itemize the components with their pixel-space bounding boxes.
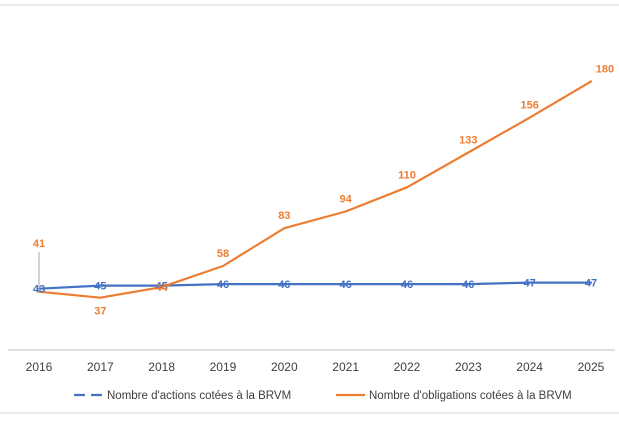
data-label-actions-2017: 45 <box>94 281 106 293</box>
x-tick-label-2023: 2023 <box>455 360 482 374</box>
data-label-actions-2022: 46 <box>401 279 413 291</box>
data-label-obligations-2019: 58 <box>217 248 229 260</box>
x-tick-label-2017: 2017 <box>87 360 114 374</box>
data-label-obligations-2024: 156 <box>520 100 538 112</box>
data-label-actions-2024: 47 <box>524 278 536 290</box>
legend-item-0: Nombre d'actions cotées à la BRVM <box>74 390 291 402</box>
data-label-actions-2025: 47 <box>585 278 597 290</box>
x-tick-label-2024: 2024 <box>516 360 543 374</box>
x-tick-label-2018: 2018 <box>148 360 175 374</box>
data-label-obligations-2016: 41 <box>33 238 45 250</box>
data-label-obligations-2017: 37 <box>94 306 106 318</box>
data-label-actions-2019: 46 <box>217 279 229 291</box>
series-line-1 <box>37 80 593 299</box>
data-label-obligations-2020: 83 <box>278 210 290 222</box>
x-tick-label-2019: 2019 <box>210 360 237 374</box>
x-tick-labels: 2016 2017 2018 2019 2020 2021 2022 2023 2024 2025 <box>26 360 605 374</box>
data-label-actions-2023: 46 <box>462 279 474 291</box>
series-line-0 <box>37 281 593 290</box>
data-label-actions-2020: 46 <box>278 279 290 291</box>
legend: Nombre d'actions cotées à la BRVM Nombre … <box>74 390 572 402</box>
label-layer: 43 45 45 46 46 46 46 46 47 47 41 37 44 58 83 94 110 133 15… <box>33 63 614 317</box>
data-label-actions-2016: 43 <box>33 284 45 296</box>
x-tick-label-2022: 2022 <box>394 360 421 374</box>
x-tick-label-2025: 2025 <box>578 360 605 374</box>
legend-label-0: Nombre d'actions cotées à la BRVM <box>107 390 291 402</box>
data-label-actions-2021: 46 <box>340 279 352 291</box>
data-label-obligations-2022: 110 <box>398 169 416 181</box>
data-label-obligations-2021: 94 <box>340 194 353 206</box>
series-layer <box>37 80 593 299</box>
data-label-obligations-2023: 133 <box>459 135 477 147</box>
x-tick-label-2016: 2016 <box>26 360 53 374</box>
x-tick-label-2020: 2020 <box>271 360 298 374</box>
data-label-actions-2018: 45 <box>156 281 168 293</box>
data-label-obligations-2025: 180 <box>596 63 614 75</box>
legend-item-1: Nombre d'obligations cotées à la BRVM <box>336 390 572 402</box>
legend-label-1: Nombre d'obligations cotées à la BRVM <box>369 390 572 402</box>
data-label-obligations-2018: 44 <box>156 282 169 294</box>
x-tick-label-2021: 2021 <box>332 360 359 374</box>
